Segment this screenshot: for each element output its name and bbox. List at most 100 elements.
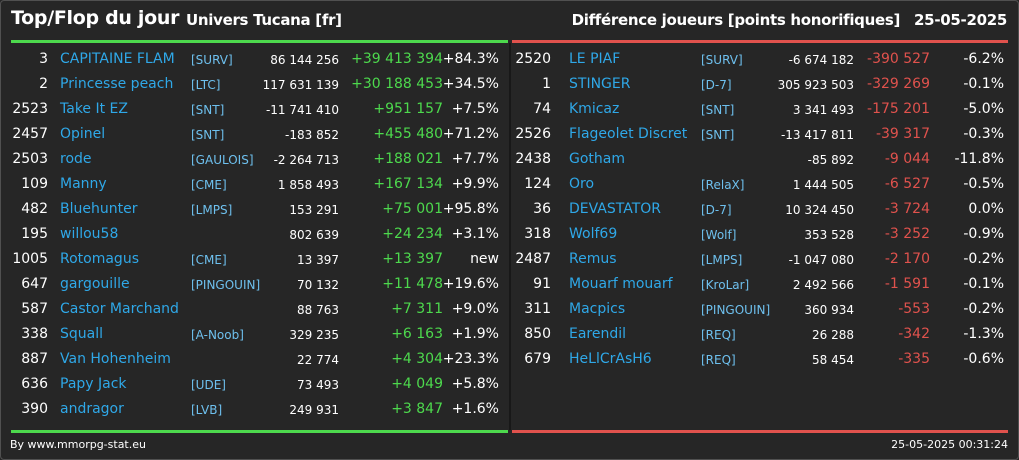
alliance-tag-link[interactable]: [KroLar] bbox=[701, 278, 750, 292]
player-name-link[interactable]: Squall bbox=[60, 326, 104, 342]
alliance-tag-link[interactable]: [SURV] bbox=[191, 53, 233, 67]
player-name-link[interactable]: Macpics bbox=[569, 301, 626, 317]
points-difference: -39 317 bbox=[875, 126, 930, 142]
flop-row: 2526 Flageolet Discret [SNT] -13 417 811 -39… bbox=[512, 122, 1008, 147]
player-points: 353 528 bbox=[804, 228, 854, 242]
player-name-link[interactable]: Mouarf mouarf bbox=[569, 276, 673, 292]
alliance-tag-link[interactable]: [RelaX] bbox=[701, 178, 745, 192]
percent-change: -0.2% bbox=[963, 251, 1004, 267]
alliance-tag-link[interactable]: [UDE] bbox=[191, 378, 226, 392]
player-name-link[interactable]: Van Hohenheim bbox=[60, 351, 171, 367]
player-rank: 636 bbox=[21, 376, 48, 392]
points-difference: +6 163 bbox=[391, 326, 443, 342]
player-rank: 311 bbox=[524, 301, 551, 317]
percent-change: 0.0% bbox=[968, 201, 1004, 217]
player-name-link[interactable]: Bluehunter bbox=[60, 201, 138, 217]
player-name-link[interactable]: Gotham bbox=[569, 151, 625, 167]
points-difference: +11 478 bbox=[382, 276, 443, 292]
flop-row: 679 HeLlCrAsH6 [REQ] 58 454 -335 -0.6% bbox=[512, 347, 1008, 372]
alliance-tag-link[interactable]: [A-Noob] bbox=[191, 328, 244, 342]
player-name-link[interactable]: HeLlCrAsH6 bbox=[569, 351, 652, 367]
player-rank: 2503 bbox=[12, 151, 48, 167]
percent-change: +9.0% bbox=[451, 301, 499, 317]
player-name-link[interactable]: LE PIAF bbox=[569, 51, 621, 67]
percent-change: -0.2% bbox=[963, 301, 1004, 317]
player-name-link[interactable]: Princesse peach bbox=[60, 76, 174, 92]
percent-change: +5.8% bbox=[451, 376, 499, 392]
player-rank: 1005 bbox=[12, 251, 48, 267]
player-rank: 91 bbox=[533, 276, 551, 292]
points-difference: +30 188 453 bbox=[351, 76, 443, 92]
alliance-tag-link[interactable]: [SNT] bbox=[701, 103, 735, 117]
flop-row: 2520 LE PIAF [SURV] -6 674 182 -390 527 -6.2% bbox=[512, 47, 1008, 72]
top-row: 2457 Opinel [SNT] -183 852 +455 480 +71.2% bbox=[11, 122, 508, 147]
player-name-link[interactable]: Earendil bbox=[569, 326, 627, 342]
column-divider bbox=[509, 43, 511, 430]
alliance-tag-link[interactable]: [D-7] bbox=[701, 78, 732, 92]
alliance-tag-link[interactable]: [LMPS] bbox=[701, 253, 743, 267]
metric-label: Différence joueurs [points honorifiques] bbox=[571, 11, 901, 29]
flop-bottom-bar bbox=[512, 430, 1008, 433]
percent-change: -0.9% bbox=[963, 226, 1004, 242]
player-name-link[interactable]: Oro bbox=[569, 176, 595, 192]
player-name-link[interactable]: Take It EZ bbox=[60, 101, 128, 117]
alliance-tag-link[interactable]: [D-7] bbox=[701, 203, 732, 217]
alliance-tag-link[interactable]: [SNT] bbox=[191, 128, 225, 142]
alliance-tag-link[interactable]: [SURV] bbox=[701, 53, 743, 67]
player-name-link[interactable]: Flageolet Discret bbox=[569, 126, 688, 142]
player-name-link[interactable]: Remus bbox=[569, 251, 617, 267]
alliance-tag-link[interactable]: [LVB] bbox=[191, 403, 223, 417]
player-name-link[interactable]: Castor Marchand bbox=[60, 301, 179, 317]
player-name-link[interactable]: Kmicaz bbox=[569, 101, 620, 117]
player-points: -6 674 182 bbox=[788, 53, 854, 67]
percent-change: -5.0% bbox=[963, 101, 1004, 117]
player-name-link[interactable]: willou58 bbox=[60, 226, 119, 242]
points-difference: -175 201 bbox=[867, 101, 930, 117]
player-points: 329 235 bbox=[289, 328, 339, 342]
points-difference: -1 591 bbox=[884, 276, 930, 292]
alliance-tag-link[interactable]: [GAULOIS] bbox=[191, 153, 254, 167]
player-name-link[interactable]: Opinel bbox=[60, 126, 106, 142]
player-rank: 482 bbox=[21, 201, 48, 217]
top-list: 3 CAPITAINE FLAM [SURV] 86 144 256 +39 413 3… bbox=[11, 47, 508, 422]
player-points: 13 397 bbox=[297, 253, 339, 267]
player-name-link[interactable]: DEVASTATOR bbox=[569, 201, 662, 217]
page-title: Top/Flop du jour bbox=[11, 7, 180, 29]
flop-row: 311 Macpics [PINGOUIN] 360 934 -553 -0.2% bbox=[512, 297, 1008, 322]
alliance-tag-link[interactable]: [PINGOUIN] bbox=[191, 278, 261, 292]
player-name-link[interactable]: Rotomagus bbox=[60, 251, 139, 267]
player-rank: 3 bbox=[39, 51, 48, 67]
player-name-link[interactable]: STINGER bbox=[569, 76, 631, 92]
header-right: Différence joueurs [points honorifiques]… bbox=[571, 11, 1008, 29]
player-name-link[interactable]: Wolf69 bbox=[569, 226, 618, 242]
top-bottom-bar bbox=[11, 430, 508, 433]
player-name-link[interactable]: gargouille bbox=[60, 276, 130, 292]
flop-row: 318 Wolf69 [Wolf] 353 528 -3 252 -0.9% bbox=[512, 222, 1008, 247]
player-name-link[interactable]: rode bbox=[60, 151, 92, 167]
alliance-tag-link[interactable]: [PINGOUIN] bbox=[701, 303, 771, 317]
alliance-tag-link[interactable]: [REQ] bbox=[701, 353, 736, 367]
alliance-tag-link[interactable]: [Wolf] bbox=[701, 228, 737, 242]
footer-timestamp: 25-05-2025 00:31:24 bbox=[891, 438, 1008, 451]
player-name-link[interactable]: Manny bbox=[60, 176, 107, 192]
points-difference: -6 527 bbox=[884, 176, 930, 192]
top-row: 2523 Take It EZ [SNT] -11 741 410 +951 157 +7… bbox=[11, 97, 508, 122]
alliance-tag-link[interactable]: [CME] bbox=[191, 178, 227, 192]
alliance-tag-link[interactable]: [SNT] bbox=[701, 128, 735, 142]
player-rank: 2 bbox=[39, 76, 48, 92]
player-rank: 2526 bbox=[515, 126, 551, 142]
player-name-link[interactable]: andragor bbox=[60, 401, 124, 417]
alliance-tag-link[interactable]: [SNT] bbox=[191, 103, 225, 117]
alliance-tag-link[interactable]: [LTC] bbox=[191, 78, 221, 92]
player-points: 249 931 bbox=[289, 403, 339, 417]
player-name-link[interactable]: CAPITAINE FLAM bbox=[60, 51, 175, 67]
alliance-tag-link[interactable]: [LMPS] bbox=[191, 203, 233, 217]
alliance-tag-link[interactable]: [REQ] bbox=[701, 328, 736, 342]
footer-source: By www.mmorpg-stat.eu bbox=[10, 438, 146, 451]
points-difference: -3 252 bbox=[884, 226, 930, 242]
top-row: 195 willou58 802 639 +24 234 +3.1% bbox=[11, 222, 508, 247]
player-name-link[interactable]: Papy Jack bbox=[60, 376, 127, 392]
player-points: -85 892 bbox=[807, 153, 854, 167]
player-rank: 2487 bbox=[515, 251, 551, 267]
alliance-tag-link[interactable]: [CME] bbox=[191, 253, 227, 267]
